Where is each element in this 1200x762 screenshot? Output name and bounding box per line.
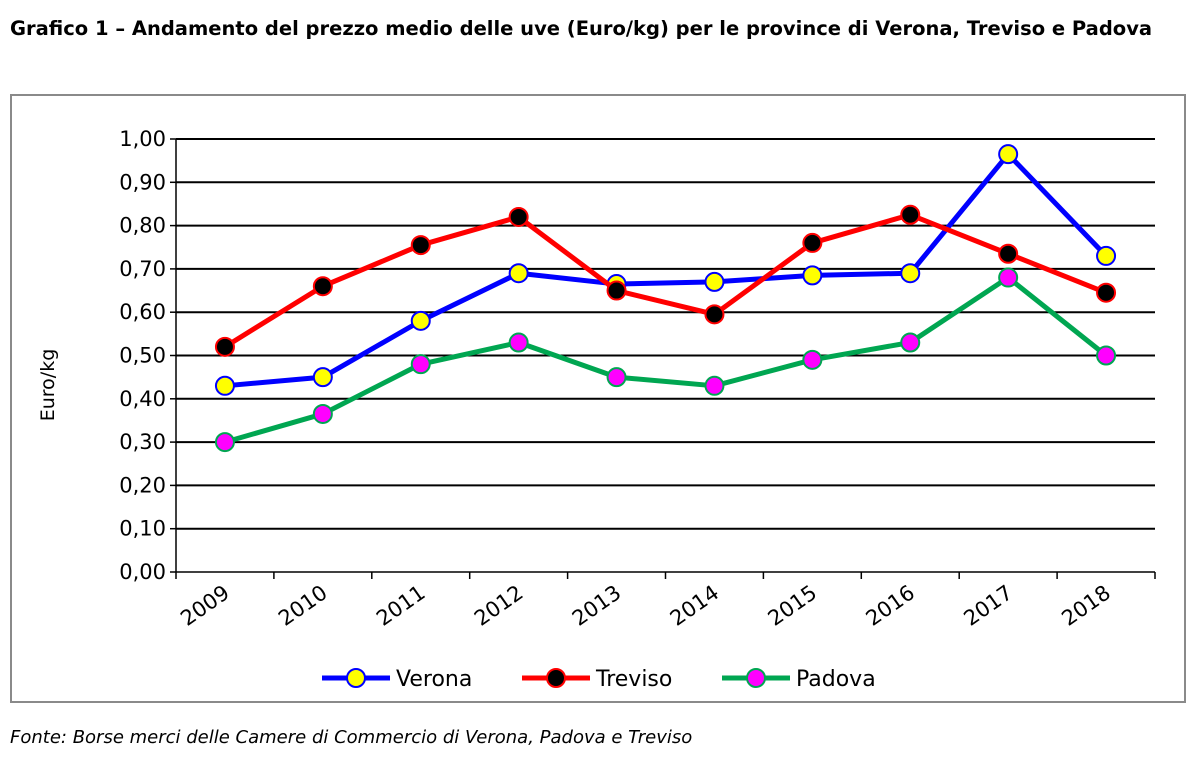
data-point-padova — [508, 332, 529, 353]
x-tick-label: 2012 — [470, 580, 528, 630]
x-tick-label: 2009 — [176, 580, 234, 630]
y-axis-label: Euro/kg — [37, 349, 59, 422]
x-tick-labels: 2009 2010 2011 2012 2013 2014 2015 2016 2017 2018 — [176, 580, 1115, 630]
data-point-padova — [802, 349, 823, 370]
series-line-treviso — [223, 212, 1107, 349]
y-tick-label: 1,00 — [119, 127, 166, 151]
data-point-verona — [1096, 245, 1117, 266]
legend-marker-verona — [346, 668, 366, 688]
legend-marker-treviso — [546, 668, 566, 688]
x-tick-label: 2013 — [568, 580, 626, 630]
y-tick-label: 0,70 — [119, 257, 166, 281]
gridlines — [176, 138, 1155, 530]
data-point-padova — [900, 332, 921, 353]
x-tick-label: 2015 — [764, 580, 822, 630]
data-point-verona — [214, 375, 235, 396]
data-point-treviso — [1096, 282, 1117, 303]
data-point-padova — [214, 432, 235, 453]
x-tick-label: 2018 — [1057, 580, 1115, 630]
data-point-padova — [998, 267, 1019, 288]
data-point-treviso — [410, 235, 431, 256]
series-line-verona — [224, 151, 1108, 389]
y-tick-label: 0,50 — [119, 344, 166, 368]
data-point-padova — [1096, 345, 1117, 366]
y-tick-label: 0,00 — [119, 560, 166, 584]
x-tick-label: 2014 — [666, 580, 724, 630]
legend-label-treviso: Treviso — [595, 667, 672, 692]
data-point-padova — [704, 375, 725, 396]
y-tick-label: 0,40 — [119, 387, 166, 411]
data-point-verona — [508, 263, 529, 284]
y-tick-label: 0,20 — [119, 473, 166, 497]
data-point-verona — [998, 144, 1019, 165]
data-point-treviso — [704, 304, 725, 325]
y-tick-label: 0,80 — [119, 214, 166, 238]
data-point-verona — [802, 265, 823, 286]
data-point-treviso — [802, 232, 823, 253]
y-tick-label: 0,30 — [119, 430, 166, 454]
x-tick-label: 2017 — [959, 580, 1017, 630]
data-point-verona — [312, 367, 333, 388]
data-point-treviso — [214, 336, 235, 357]
data-point-padova — [410, 354, 431, 375]
x-tick-label: 2010 — [274, 580, 332, 630]
legend-label-verona: Verona — [396, 667, 472, 692]
data-point-verona — [900, 263, 921, 284]
series-lines — [214, 144, 1117, 453]
legend: Verona Treviso Padova — [322, 667, 876, 692]
chart-title: Grafico 1 – Andamento del prezzo medio d… — [10, 17, 1153, 40]
data-point-treviso — [998, 243, 1019, 264]
y-tick-label: 0,90 — [119, 170, 166, 194]
series-line-padova — [224, 275, 1108, 445]
y-tick-label: 0,10 — [119, 517, 166, 541]
data-point-treviso — [606, 280, 627, 301]
data-point-treviso — [900, 204, 921, 225]
x-tick-label: 2016 — [862, 580, 920, 630]
legend-marker-padova — [746, 668, 766, 688]
legend-label-padova: Padova — [796, 667, 876, 692]
data-point-verona — [704, 271, 725, 292]
source-note: Fonte: Borse merci delle Camere di Comme… — [10, 727, 693, 748]
x-tick-label: 2011 — [372, 580, 430, 630]
data-point-padova — [606, 367, 627, 388]
data-point-treviso — [508, 206, 529, 227]
data-point-treviso — [312, 276, 333, 297]
y-tick-labels: 0,00 0,10 0,20 0,30 0,40 0,50 0,60 0,70 0,80 0,90… — [119, 127, 166, 584]
y-tick-label: 0,60 — [119, 300, 166, 324]
data-point-padova — [312, 403, 333, 424]
data-point-verona — [410, 310, 431, 331]
axes — [170, 138, 1156, 579]
